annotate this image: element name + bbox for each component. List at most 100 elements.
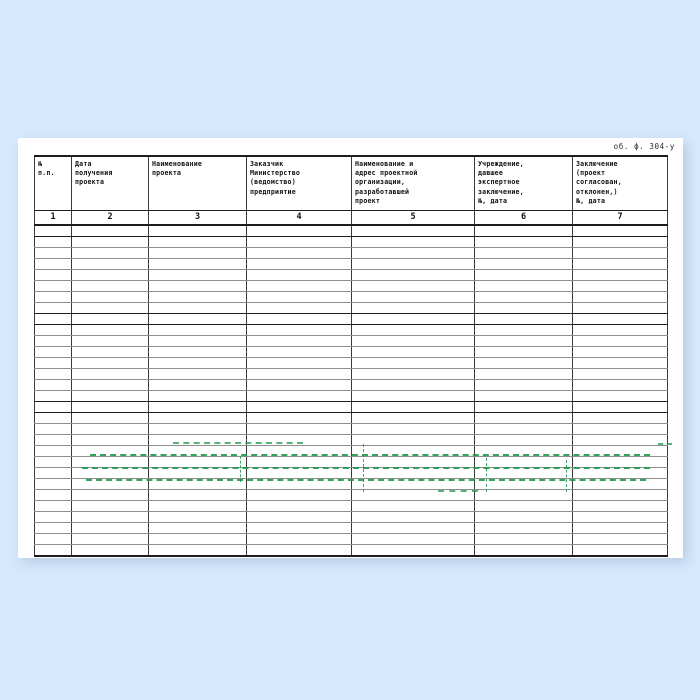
table-cell[interactable] [351,544,475,557]
table-cell[interactable] [34,280,72,292]
table-cell[interactable] [351,467,475,479]
table-cell[interactable] [351,357,475,369]
table-cell[interactable] [71,445,149,457]
table-row[interactable] [34,445,668,457]
table-cell[interactable] [474,379,573,391]
table-cell[interactable] [351,324,475,336]
table-cell[interactable] [246,467,352,479]
table-cell[interactable] [474,247,573,259]
table-cell[interactable] [246,445,352,457]
table-cell[interactable] [148,258,247,270]
table-cell[interactable] [351,478,475,490]
table-cell[interactable] [474,478,573,490]
table-cell[interactable] [34,423,72,435]
table-cell[interactable] [148,280,247,292]
table-cell[interactable] [71,247,149,259]
table-cell[interactable] [351,236,475,248]
table-cell[interactable] [351,390,475,402]
table-cell[interactable] [351,533,475,545]
table-cell[interactable] [246,236,352,248]
table-cell[interactable] [148,423,247,435]
table-cell[interactable] [148,445,247,457]
table-cell[interactable] [246,423,352,435]
table-cell[interactable] [474,401,573,413]
table-cell[interactable] [71,379,149,391]
table-cell[interactable] [351,500,475,512]
table-cell[interactable] [148,269,247,281]
table-cell[interactable] [351,489,475,501]
table-row[interactable] [34,258,668,270]
table-cell[interactable] [246,291,352,303]
table-row[interactable] [34,247,668,259]
table-cell[interactable] [246,401,352,413]
table-cell[interactable] [148,224,247,237]
table-cell[interactable] [71,500,149,512]
table-cell[interactable] [246,280,352,292]
table-cell[interactable] [351,423,475,435]
table-row[interactable] [34,236,668,248]
table-cell[interactable] [71,368,149,380]
table-cell[interactable] [572,335,668,347]
table-cell[interactable] [148,522,247,534]
table-cell[interactable] [71,390,149,402]
table-cell[interactable] [474,544,573,557]
table-cell[interactable] [572,456,668,468]
table-cell[interactable] [34,467,72,479]
table-cell[interactable] [148,434,247,446]
table-row[interactable] [34,522,668,534]
table-cell[interactable] [34,291,72,303]
table-row[interactable] [34,423,668,435]
table-cell[interactable] [474,522,573,534]
table-cell[interactable] [148,247,247,259]
table-cell[interactable] [148,368,247,380]
table-cell[interactable] [148,478,247,490]
table-row[interactable] [34,401,668,413]
table-cell[interactable] [246,511,352,523]
table-cell[interactable] [351,291,475,303]
table-cell[interactable] [572,412,668,424]
table-cell[interactable] [474,236,573,248]
table-cell[interactable] [351,522,475,534]
table-row[interactable] [34,489,668,501]
table-cell[interactable] [34,269,72,281]
table-cell[interactable] [572,368,668,380]
table-cell[interactable] [71,489,149,501]
table-row[interactable] [34,412,668,424]
table-cell[interactable] [246,247,352,259]
table-cell[interactable] [246,357,352,369]
table-cell[interactable] [246,368,352,380]
table-cell[interactable] [71,224,149,237]
table-cell[interactable] [351,511,475,523]
table-row[interactable] [34,500,668,512]
table-cell[interactable] [34,335,72,347]
table-row[interactable] [34,346,668,358]
table-cell[interactable] [71,467,149,479]
table-cell[interactable] [34,368,72,380]
table-row[interactable] [34,269,668,281]
table-row[interactable] [34,478,668,490]
table-cell[interactable] [351,313,475,325]
table-cell[interactable] [474,533,573,545]
table-cell[interactable] [246,412,352,424]
table-cell[interactable] [148,291,247,303]
table-cell[interactable] [572,302,668,314]
table-row[interactable] [34,291,668,303]
table-cell[interactable] [71,335,149,347]
table-cell[interactable] [148,357,247,369]
table-cell[interactable] [71,456,149,468]
table-row[interactable] [34,456,668,468]
table-cell[interactable] [71,412,149,424]
table-row[interactable] [34,368,668,380]
table-cell[interactable] [246,335,352,347]
table-row[interactable] [34,324,668,336]
table-row[interactable] [34,280,668,292]
table-cell[interactable] [572,313,668,325]
table-cell[interactable] [71,544,149,557]
table-cell[interactable] [246,269,352,281]
table-cell[interactable] [572,258,668,270]
table-cell[interactable] [572,291,668,303]
table-cell[interactable] [351,379,475,391]
table-cell[interactable] [34,511,72,523]
table-cell[interactable] [572,522,668,534]
table-cell[interactable] [474,324,573,336]
